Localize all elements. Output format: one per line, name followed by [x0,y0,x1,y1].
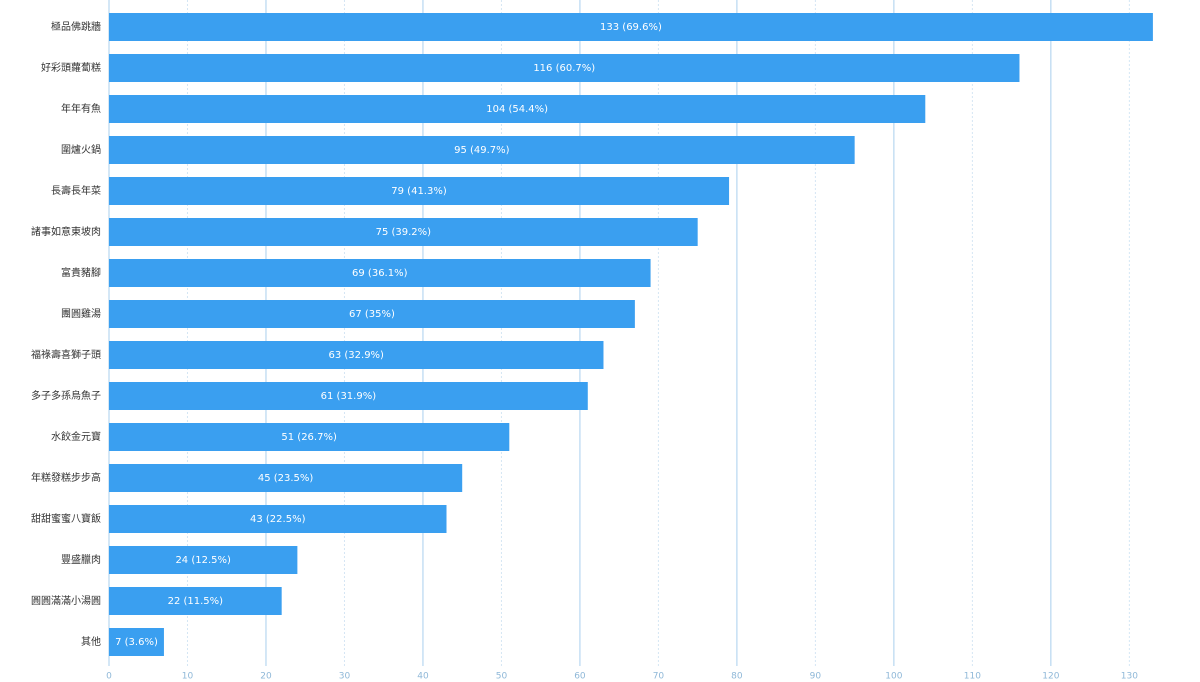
value-label: 75 (39.2%) [376,227,432,238]
bar [109,546,298,574]
bar [109,587,282,615]
bar [109,382,588,410]
value-label: 67 (35%) [349,309,395,320]
x-tick-label: 70 [653,672,665,682]
x-tick-label: 90 [810,672,822,682]
x-tick-label: 100 [885,672,902,682]
y-tick-label: 多子多孫烏魚子 [31,389,101,402]
y-tick-label: 豐盛臘肉 [61,553,101,566]
y-tick-label: 福祿壽喜獅子頭 [31,348,101,361]
bar [109,423,510,451]
x-tick-label: 130 [1121,672,1138,682]
y-tick-label: 諸事如意東坡肉 [31,225,101,238]
bar [109,505,447,533]
bar [109,628,164,656]
x-tick-label: 10 [182,672,194,682]
bar [109,54,1020,82]
value-label: 116 (60.7%) [533,63,595,74]
y-tick-label: 極品佛跳牆 [51,20,101,33]
bar [109,177,730,205]
x-tick-label: 50 [496,672,508,682]
value-label: 24 (12.5%) [175,555,231,566]
bar [109,13,1153,41]
value-label: 95 (49.7%) [454,145,510,156]
value-label: 51 (26.7%) [281,432,337,443]
x-tick-label: 120 [1042,672,1059,682]
value-label: 61 (31.9%) [321,391,377,402]
value-label: 133 (69.6%) [600,22,662,33]
x-tick-label: 40 [417,672,429,682]
y-tick-label: 圍爐火鍋 [61,143,101,156]
value-label: 79 (41.3%) [391,186,447,197]
value-label: 22 (11.5%) [168,596,224,607]
value-label: 69 (36.1%) [352,268,408,279]
bar [109,95,926,123]
bar [109,341,604,369]
y-tick-label: 年年有魚 [61,102,101,115]
y-tick-label: 好彩頭蘿蔔糕 [41,61,101,74]
x-tick-label: 0 [106,672,112,682]
x-tick-label: 60 [574,672,586,682]
value-label: 7 (3.6%) [115,637,158,648]
x-tick-label: 80 [731,672,743,682]
value-label: 104 (54.4%) [486,104,548,115]
y-tick-label: 水餃金元寶 [51,430,101,443]
bar [109,136,855,164]
x-tick-label: 110 [964,672,981,682]
x-tick-label: 30 [339,672,351,682]
y-tick-label: 團圓雞湯 [61,307,101,320]
y-tick-label: 其他 [81,635,101,648]
y-tick-label: 年糕發糕步步高 [31,471,101,484]
value-label: 63 (32.9%) [328,350,384,361]
value-label: 45 (23.5%) [258,473,314,484]
bar [109,464,463,492]
y-tick-label: 甜甜蜜蜜八寶飯 [31,512,101,525]
bar [109,300,635,328]
x-tick-label: 20 [260,672,272,682]
value-label: 43 (22.5%) [250,514,306,525]
y-tick-label: 圓圓滿滿小湯圓 [31,594,101,607]
y-tick-label: 富貴豬腳 [61,266,101,279]
bar [109,259,651,287]
bar [109,218,698,246]
y-tick-label: 長壽長年菜 [51,184,101,197]
